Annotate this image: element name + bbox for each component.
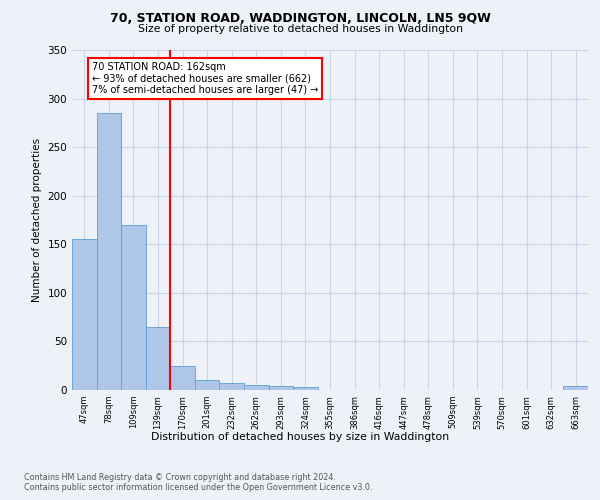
Text: 70, STATION ROAD, WADDINGTON, LINCOLN, LN5 9QW: 70, STATION ROAD, WADDINGTON, LINCOLN, L…: [110, 12, 490, 24]
Bar: [269, 386, 293, 390]
Text: Contains public sector information licensed under the Open Government Licence v3: Contains public sector information licen…: [24, 484, 373, 492]
Bar: [195, 380, 220, 390]
Text: Contains HM Land Registry data © Crown copyright and database right 2024.: Contains HM Land Registry data © Crown c…: [24, 472, 336, 482]
Y-axis label: Number of detached properties: Number of detached properties: [32, 138, 42, 302]
Bar: [121, 225, 146, 390]
Bar: [170, 366, 195, 390]
Text: Size of property relative to detached houses in Waddington: Size of property relative to detached ho…: [137, 24, 463, 34]
Bar: [563, 386, 588, 390]
Bar: [97, 113, 121, 390]
Bar: [72, 240, 97, 390]
Bar: [244, 385, 269, 390]
Text: 70 STATION ROAD: 162sqm
← 93% of detached houses are smaller (662)
7% of semi-de: 70 STATION ROAD: 162sqm ← 93% of detache…: [92, 62, 318, 95]
Text: Distribution of detached houses by size in Waddington: Distribution of detached houses by size …: [151, 432, 449, 442]
Bar: [220, 383, 244, 390]
Bar: [146, 327, 170, 390]
Bar: [293, 387, 318, 390]
